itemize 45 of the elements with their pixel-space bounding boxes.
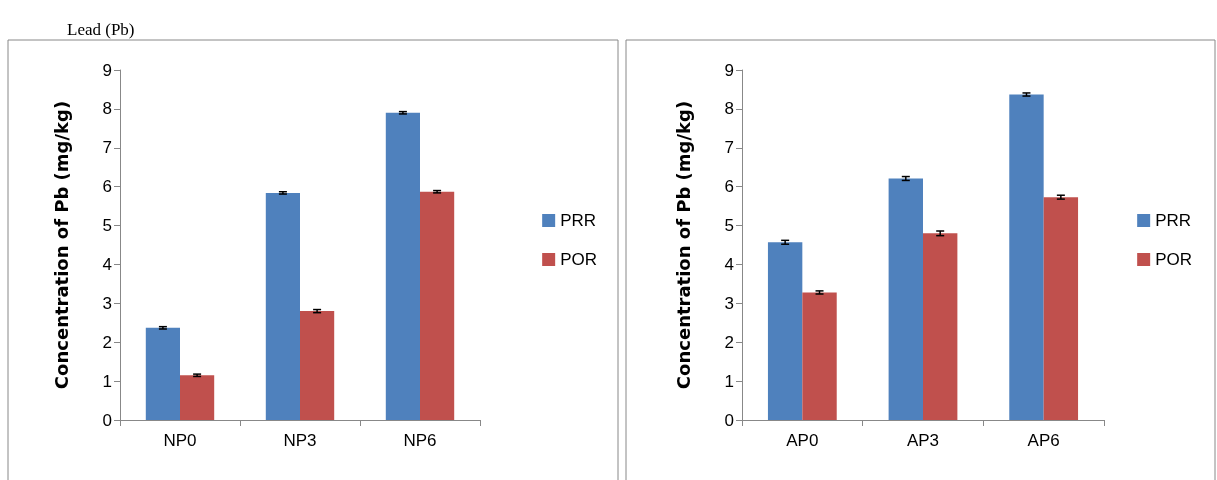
bar (802, 292, 837, 420)
bar (923, 233, 958, 420)
y-tick-label: 9 (724, 60, 734, 80)
legend-label: POR (1155, 250, 1192, 269)
y-tick-label: 2 (724, 332, 734, 352)
bar (1009, 94, 1044, 420)
y-tick-label: 4 (724, 254, 734, 274)
x-tick-label: AP3 (906, 431, 940, 450)
bar (300, 311, 335, 420)
legend-label: PRR (560, 211, 597, 230)
bar (180, 375, 215, 420)
x-tick-label: NP6 (403, 431, 437, 450)
y-tick-label: 2 (102, 332, 112, 352)
bar (385, 112, 420, 420)
y-tick-label: 6 (102, 177, 112, 197)
bar (1043, 197, 1079, 420)
x-tick-label: AP0 (786, 431, 819, 450)
bar (265, 192, 300, 420)
y-tick-label: 4 (102, 254, 112, 274)
y-tick-label: 8 (102, 99, 112, 119)
y-tick-label: 5 (102, 216, 112, 236)
y-tick-label: 7 (724, 138, 734, 158)
y-axis-title: Concentration of Pb (mg/kg) (50, 100, 72, 390)
bar (420, 191, 455, 420)
bar (145, 327, 180, 420)
y-tick-label: 3 (102, 293, 112, 313)
bar (767, 242, 803, 420)
x-tick-label: AP6 (1027, 431, 1060, 450)
bar (888, 178, 923, 420)
y-axis-title: Concentration of Pb (mg/kg) (672, 100, 694, 390)
y-tick-label: 0 (724, 410, 734, 430)
y-tick-label: 3 (724, 293, 734, 313)
y-tick-label: 0 (102, 410, 112, 430)
y-tick-label: 6 (724, 177, 734, 197)
legend-label: PRR (1155, 211, 1192, 230)
y-tick-label: 9 (102, 60, 112, 80)
y-tick-label: 5 (724, 216, 734, 236)
legend-label: POR (560, 250, 597, 269)
y-tick-label: 1 (724, 371, 734, 391)
chart-title: Lead (Pb) (67, 20, 135, 39)
y-tick-label: 8 (724, 99, 734, 119)
y-tick-label: 1 (102, 371, 112, 391)
x-tick-label: NP0 (163, 431, 197, 450)
x-tick-label: NP3 (283, 431, 317, 450)
y-tick-label: 7 (102, 138, 112, 158)
